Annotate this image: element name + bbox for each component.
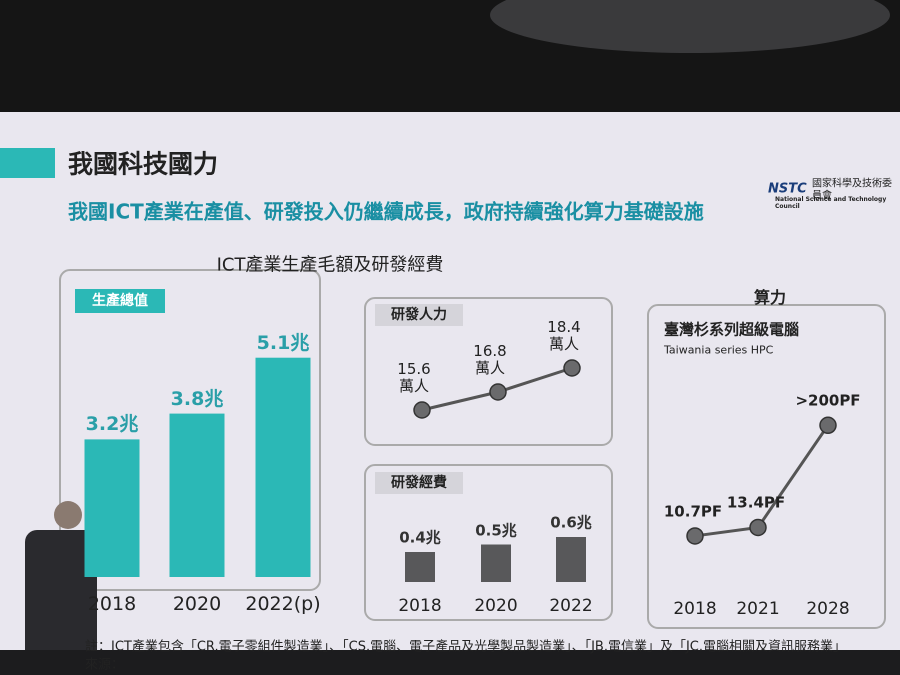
point: [819, 416, 837, 435]
bar: [84, 439, 140, 577]
bar: [169, 413, 225, 577]
data-label: 0.4兆: [399, 528, 441, 547]
org-name: 國家科學及技術委員會: [812, 178, 892, 202]
data-label: 18.4 萬人: [547, 317, 581, 353]
slide-title: 我國科技國力: [68, 149, 219, 179]
panel-tag: 研發人力: [391, 306, 447, 323]
source-note: 來源：: [85, 657, 125, 673]
tag-box: [375, 304, 463, 326]
slide-subtitle: 我國ICT產業在產值、研發投入仍繼續成長，政府持續強化算力基礎設施: [68, 199, 704, 224]
footnote: 註：ICT產業包含「CR.電子零組件製造業」、「CS.電腦、電子產品及光學製品製…: [85, 639, 847, 655]
panel-tag: 研發經費: [391, 474, 447, 491]
point: [489, 383, 507, 401]
panel: [59, 269, 321, 591]
panel-subtitle-en: Taiwania series HPC: [664, 343, 774, 357]
bar: [556, 537, 586, 582]
panel-title: 算力: [753, 287, 787, 307]
title-accent: [0, 148, 55, 178]
speaker: [25, 530, 97, 675]
data-label: 0.5兆: [475, 520, 517, 539]
data-label: 15.6 萬人: [397, 359, 431, 395]
x-tick-label: 2020: [474, 596, 518, 617]
point: [413, 401, 431, 419]
tag-box: [375, 472, 463, 494]
x-tick-label: 2022: [549, 596, 593, 617]
data-label: 13.4PF: [726, 493, 786, 512]
data-label: 16.8 萬人: [473, 341, 507, 377]
point: [749, 518, 767, 537]
data-label: 5.1兆: [256, 331, 310, 354]
point: [563, 359, 581, 377]
org-logo: NSTC: [768, 181, 807, 197]
x-tick-label: 2022(p): [245, 593, 321, 616]
x-tick-label: 2020: [172, 593, 222, 616]
bar: [255, 357, 311, 577]
section-header: ICT產業生產毛額及研發經費: [216, 254, 444, 276]
data-label: 0.6兆: [550, 513, 592, 532]
x-tick-label: 2028: [806, 599, 850, 620]
panel: [364, 464, 613, 621]
panel-tag: 生產總值: [92, 292, 148, 309]
data-label: >200PF: [795, 391, 861, 410]
panel: [647, 304, 886, 629]
data-label: 10.7PF: [663, 502, 723, 521]
data-label: 3.2兆: [85, 413, 139, 436]
point: [686, 527, 704, 545]
panel: [364, 297, 613, 446]
x-tick-label: 2021: [736, 599, 780, 620]
audience: [0, 650, 900, 675]
x-tick-label: 2018: [673, 599, 717, 620]
speaker-head: [54, 501, 82, 529]
org-name-en: National Science and Technology Council: [775, 196, 887, 210]
x-tick-label: 2018: [398, 596, 442, 617]
tag-box: [75, 289, 165, 313]
panel-subtitle: 臺灣杉系列超級電腦: [664, 320, 800, 339]
bar: [481, 544, 511, 582]
data-label: 3.8兆: [170, 387, 224, 410]
bar: [405, 552, 435, 582]
ceiling-fixture: [490, 0, 890, 53]
x-tick-label: 2018: [87, 593, 137, 616]
